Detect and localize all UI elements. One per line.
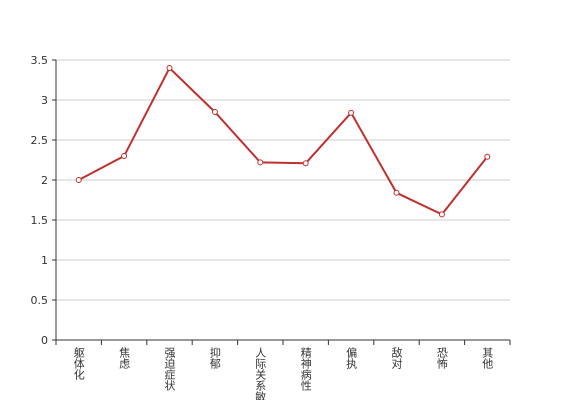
y-tick-label: 3.5 [31, 54, 49, 67]
x-tick-label: 敌对 [390, 346, 403, 369]
x-tick-label: 偏执 [345, 346, 358, 370]
y-tick-label: 1 [41, 254, 48, 267]
y-tick-label: 0.5 [31, 294, 49, 307]
point [484, 153, 491, 160]
point [302, 160, 309, 167]
x-tick-label: 恐怖 [435, 347, 448, 369]
point [166, 65, 173, 71]
line [78, 66, 489, 216]
point [348, 109, 355, 116]
point [211, 109, 218, 115]
x-tick-label: 躯体化 [72, 347, 85, 381]
point [393, 189, 400, 196]
point [121, 153, 128, 159]
y-tick-label: 1.5 [31, 214, 49, 227]
x-tick-label: 其他 [481, 347, 494, 369]
point [438, 211, 445, 218]
y-tick-label: 2.5 [31, 134, 49, 147]
x-tick-label: 人际关系敏感 [254, 347, 267, 400]
x-tick-label: 精神病性 [299, 347, 312, 392]
point [75, 177, 82, 183]
x-tick-label: 强迫症状 [163, 347, 176, 391]
point [257, 159, 264, 166]
y-tick-label: 2 [41, 174, 48, 187]
y-tick-label: 0 [41, 334, 48, 347]
x-tick-label: 抑郁 [208, 346, 221, 369]
y-tick-label: 3 [41, 94, 48, 107]
x-tick-label: 焦虑 [118, 347, 131, 369]
